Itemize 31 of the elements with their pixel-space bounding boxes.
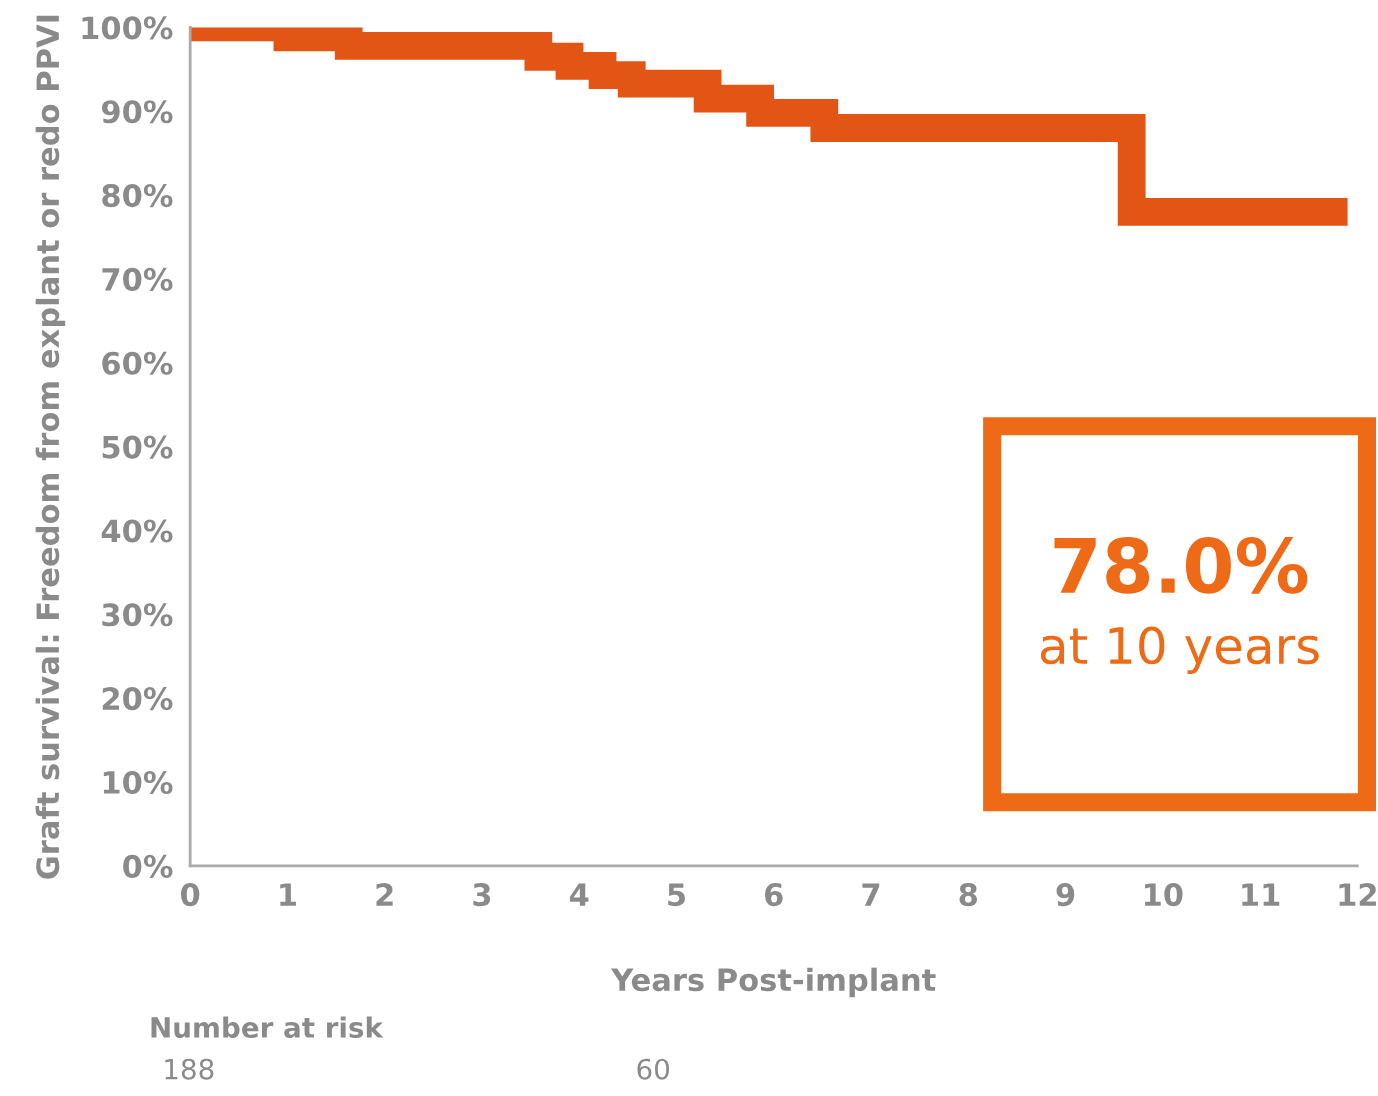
x-axis-title: Years Post-implant [610,967,936,998]
y-tick-label: 50% [102,435,173,459]
y-tick-label: 70% [102,267,173,291]
x-tick-label: 10 [1144,883,1183,907]
y-tick-label: 0% [123,854,173,878]
text: 188 [165,1058,214,1080]
x-tick-label: 8 [959,883,978,907]
x-tick-label: 9 [1056,883,1075,907]
y-tick-label: 100% [82,16,173,40]
annotation: 78.0% [1054,537,1308,594]
x-tick-label: 12 [1339,883,1376,906]
y-tick-label: 20% [102,687,173,711]
x-tick-label: 2 [376,883,393,906]
x-tick-label: 5 [668,883,685,907]
x-tick-label: 11 [1242,883,1280,906]
y-tick-label: 30% [102,603,173,627]
x-tick-label: 6 [765,883,783,907]
y-tick-label: 40% [101,519,173,543]
x-tick-label: 4 [569,883,589,906]
y-tick-label: 60% [102,351,173,375]
y-tick-label: 90% [101,100,173,124]
text: Number at risk [151,1016,384,1039]
annotation: at 10 years [1040,626,1319,675]
x-tick-label: 7 [862,883,880,906]
y-tick-label: 10% [103,770,173,795]
x-tick-label: 3 [473,883,491,907]
y-axis-title: Graft survival: Freedom from explant or redo PPVI [35,15,66,879]
x-tick-label: 1 [280,883,296,906]
y-tick-label: 80% [102,184,173,208]
x-tick-label: 0 [180,883,200,907]
text: 60 [637,1058,669,1080]
